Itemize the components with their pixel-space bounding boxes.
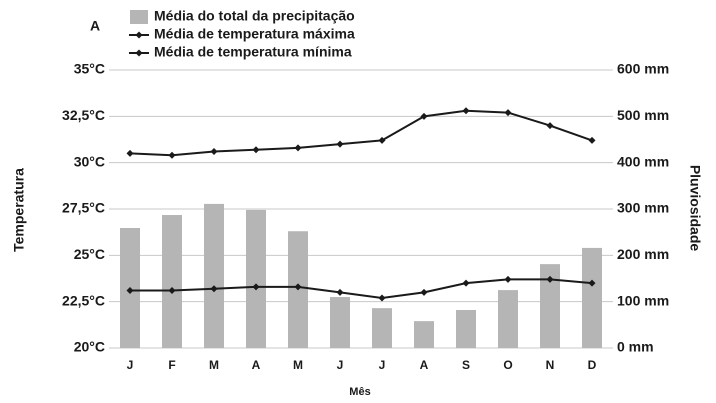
line-marker — [252, 283, 260, 291]
x-tick-label: N — [546, 358, 555, 372]
y-tick-label: 35°C — [74, 61, 105, 77]
x-tick-label: J — [379, 358, 386, 372]
line-marker — [336, 140, 344, 148]
line-marker — [126, 287, 134, 295]
bar — [246, 209, 266, 348]
line-marker — [210, 285, 218, 293]
y-tick-label: 22,5°C — [62, 292, 105, 308]
line — [129, 109, 593, 157]
line-marker — [588, 279, 596, 287]
bar — [414, 321, 434, 348]
x-tick-label: O — [503, 358, 512, 372]
x-tick-label: A — [420, 358, 429, 372]
line-marker — [462, 279, 470, 287]
line-marker — [336, 288, 344, 296]
line-marker — [378, 294, 386, 302]
line-marker — [462, 107, 470, 115]
bar — [540, 264, 560, 348]
line-marker — [168, 287, 176, 295]
y2-tick-label: 200 mm — [617, 246, 669, 262]
line-marker — [504, 275, 512, 283]
bar — [498, 290, 518, 348]
line-marker — [546, 275, 554, 283]
x-tick-label: J — [337, 358, 344, 372]
legend-marker — [135, 31, 143, 39]
line-marker — [420, 112, 428, 120]
y2-tick-label: 100 mm — [617, 292, 669, 308]
y2-tick-label: 600 mm — [617, 61, 669, 77]
line-marker — [588, 136, 596, 144]
legend-label: Média de temperatura máxima — [154, 26, 355, 42]
legend-marker — [135, 49, 143, 57]
x-tick-label: D — [588, 358, 597, 372]
line-marker — [546, 122, 554, 130]
y2-tick-label: 0 mm — [617, 339, 654, 355]
line-marker — [378, 136, 386, 144]
bar — [162, 215, 182, 348]
line — [130, 278, 593, 299]
legend-label: Média do total da precipitação — [154, 8, 355, 24]
line-marker — [252, 146, 260, 154]
y-tick-label: 30°C — [74, 153, 105, 169]
line-marker — [294, 144, 302, 152]
y-axis-label: Temperatura — [11, 168, 27, 252]
x-tick-label: J — [127, 358, 134, 372]
bar — [456, 310, 476, 348]
y2-tick-label: 500 mm — [617, 107, 669, 123]
line-marker — [126, 149, 134, 157]
x-tick-label: F — [168, 358, 175, 372]
line-marker — [294, 283, 302, 291]
x-tick-label: M — [209, 358, 219, 372]
y-tick-label: 20°C — [74, 339, 105, 355]
bar — [372, 308, 392, 348]
x-tick-label: S — [462, 358, 470, 372]
line-marker — [420, 288, 428, 296]
y2-axis-label: Pluviosidade — [687, 165, 703, 252]
y2-tick-label: 300 mm — [617, 200, 669, 216]
line-marker — [168, 151, 176, 159]
line-marker — [210, 148, 218, 156]
line-marker — [504, 109, 512, 117]
x-tick-label: M — [293, 358, 303, 372]
bar — [204, 203, 224, 348]
x-axis-label: Mês — [349, 386, 370, 398]
x-tick-label: A — [252, 358, 261, 372]
legend-label: Média de temperatura mínima — [154, 44, 352, 60]
bar — [582, 247, 602, 348]
legend-swatch — [130, 10, 148, 24]
y-tick-label: 25°C — [74, 246, 105, 262]
bar — [330, 297, 350, 348]
y-tick-label: 32,5°C — [62, 107, 105, 123]
y2-tick-label: 400 mm — [617, 153, 669, 169]
y-tick-label: 27,5°C — [62, 200, 105, 216]
panel-label: A — [90, 18, 100, 34]
